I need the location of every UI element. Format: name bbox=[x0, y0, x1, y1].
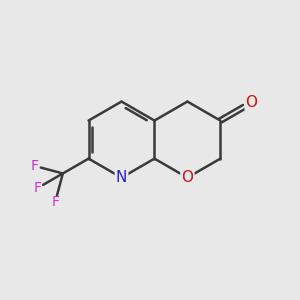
Text: N: N bbox=[116, 170, 127, 185]
Text: O: O bbox=[182, 170, 194, 185]
Text: F: F bbox=[31, 159, 38, 173]
Text: O: O bbox=[245, 95, 257, 110]
Text: F: F bbox=[51, 195, 59, 209]
Text: F: F bbox=[33, 181, 41, 195]
